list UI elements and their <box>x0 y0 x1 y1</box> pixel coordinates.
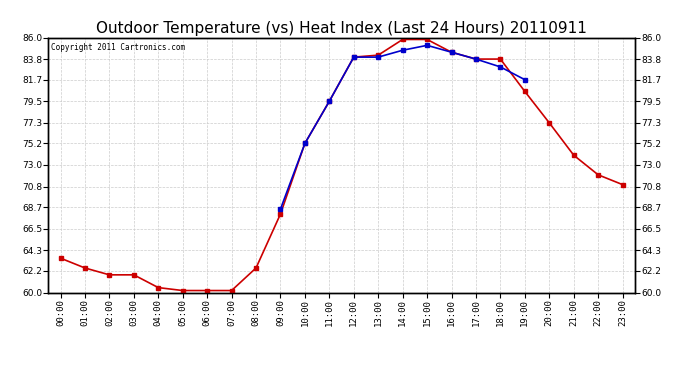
Title: Outdoor Temperature (vs) Heat Index (Last 24 Hours) 20110911: Outdoor Temperature (vs) Heat Index (Las… <box>96 21 587 36</box>
Text: Copyright 2011 Cartronics.com: Copyright 2011 Cartronics.com <box>51 43 186 52</box>
